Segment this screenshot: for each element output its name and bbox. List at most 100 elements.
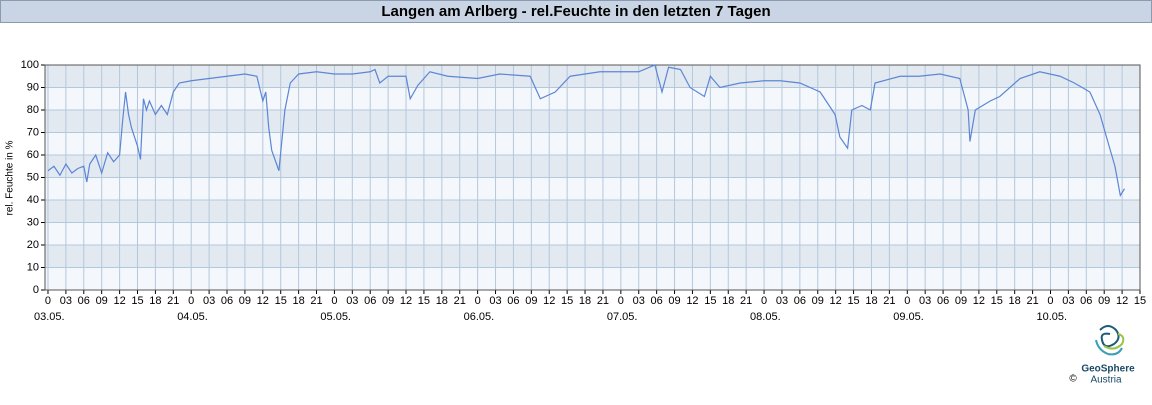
x-tick-label: 18 — [1009, 295, 1021, 307]
x-tick-label: 03 — [919, 295, 931, 307]
x-tick-label: 06 — [221, 295, 233, 307]
x-tick-label: 09 — [382, 295, 394, 307]
logo-mark — [1099, 325, 1120, 348]
x-tick-label: 21 — [1026, 295, 1038, 307]
logo-mark — [1095, 339, 1123, 356]
copyright: © — [1069, 374, 1077, 385]
x-tick-label: 0 — [1047, 295, 1053, 307]
x-tick-label: 12 — [830, 295, 842, 307]
x-tick-label: 03 — [1062, 295, 1074, 307]
day-label: 06.05. — [464, 311, 495, 323]
y-tick-label: 70 — [27, 126, 39, 138]
x-tick-label: 03 — [203, 295, 215, 307]
x-tick-label: 21 — [740, 295, 752, 307]
x-tick-label: 18 — [865, 295, 877, 307]
grid-band — [45, 132, 1140, 155]
x-tick-label: 09 — [1098, 295, 1110, 307]
x-tick-label: 06 — [78, 295, 90, 307]
day-label: 07.05. — [607, 311, 638, 323]
grid-band — [45, 245, 1140, 268]
x-tick-label: 12 — [1116, 295, 1128, 307]
y-tick-label: 80 — [27, 104, 39, 116]
x-tick-label: 06 — [794, 295, 806, 307]
x-tick-label: 03 — [489, 295, 501, 307]
x-tick-label: 18 — [436, 295, 448, 307]
logo-mark — [1103, 333, 1125, 350]
x-tick-label: 03 — [346, 295, 358, 307]
grid-band — [45, 87, 1140, 110]
x-tick-label: 15 — [131, 295, 143, 307]
grid-band — [45, 110, 1140, 133]
y-tick-label: 50 — [27, 171, 39, 183]
grid-band — [45, 65, 1140, 88]
x-tick-label: 0 — [761, 295, 767, 307]
x-tick-label: 0 — [475, 295, 481, 307]
day-label: 03.05. — [34, 311, 65, 323]
x-tick-label: 0 — [331, 295, 337, 307]
day-label: 10.05. — [1036, 311, 1067, 323]
x-tick-label: 12 — [543, 295, 555, 307]
logo-sub: Austria — [1090, 375, 1122, 386]
y-tick-label: 60 — [27, 149, 39, 161]
x-tick-label: 03 — [633, 295, 645, 307]
x-tick-label: 12 — [973, 295, 985, 307]
x-tick-label: 09 — [812, 295, 824, 307]
x-tick-label: 21 — [454, 295, 466, 307]
grid-band — [45, 222, 1140, 245]
grid-band — [45, 267, 1140, 290]
x-tick-label: 15 — [1134, 295, 1146, 307]
x-tick-label: 0 — [618, 295, 624, 307]
x-tick-label: 09 — [668, 295, 680, 307]
x-tick-label: 15 — [991, 295, 1003, 307]
x-tick-label: 15 — [275, 295, 287, 307]
x-tick-label: 0 — [188, 295, 194, 307]
x-tick-label: 21 — [883, 295, 895, 307]
y-tick-label: 30 — [27, 216, 39, 228]
x-tick-label: 18 — [292, 295, 304, 307]
x-tick-label: 09 — [955, 295, 967, 307]
x-tick-label: 0 — [904, 295, 910, 307]
grid-band — [45, 200, 1140, 223]
x-tick-label: 21 — [597, 295, 609, 307]
x-tick-label: 21 — [310, 295, 322, 307]
y-tick-label: 100 — [21, 59, 39, 71]
y-tick-label: 40 — [27, 194, 39, 206]
x-tick-label: 15 — [704, 295, 716, 307]
x-tick-label: 06 — [1080, 295, 1092, 307]
x-tick-label: 15 — [561, 295, 573, 307]
day-label: 04.05. — [177, 311, 208, 323]
grid-band — [45, 177, 1140, 200]
x-tick-label: 18 — [149, 295, 161, 307]
x-tick-label: 18 — [722, 295, 734, 307]
y-tick-label: 0 — [33, 284, 39, 296]
day-label: 05.05. — [320, 311, 351, 323]
x-tick-label: 09 — [525, 295, 537, 307]
x-tick-label: 15 — [847, 295, 859, 307]
chart-title: Langen am Arlberg - rel.Feuchte in den l… — [381, 3, 770, 20]
x-tick-label: 12 — [257, 295, 269, 307]
x-tick-label: 09 — [96, 295, 108, 307]
plot-frame — [44, 64, 1141, 291]
x-tick-label: 12 — [400, 295, 412, 307]
x-tick-label: 18 — [579, 295, 591, 307]
x-tick-label: 0 — [45, 295, 51, 307]
x-tick-label: 15 — [418, 295, 430, 307]
x-tick-label: 09 — [239, 295, 251, 307]
x-tick-label: 12 — [113, 295, 125, 307]
day-label: 08.05. — [750, 311, 781, 323]
y-axis-label: rel. Feuchte in % — [5, 140, 16, 215]
y-tick-label: 90 — [27, 81, 39, 93]
day-label: 09.05. — [893, 311, 924, 323]
y-tick-label: 10 — [27, 261, 39, 273]
x-tick-label: 06 — [651, 295, 663, 307]
logo-name: GeoSphere — [1081, 364, 1135, 375]
logo: GeoSphere Austria © — [1069, 325, 1135, 386]
x-tick-label: 21 — [167, 295, 179, 307]
data-line — [47, 64, 1126, 198]
x-tick-label: 03 — [776, 295, 788, 307]
x-tick-label: 06 — [364, 295, 376, 307]
x-tick-label: 12 — [686, 295, 698, 307]
x-tick-label: 06 — [937, 295, 949, 307]
grid-band — [45, 155, 1140, 178]
